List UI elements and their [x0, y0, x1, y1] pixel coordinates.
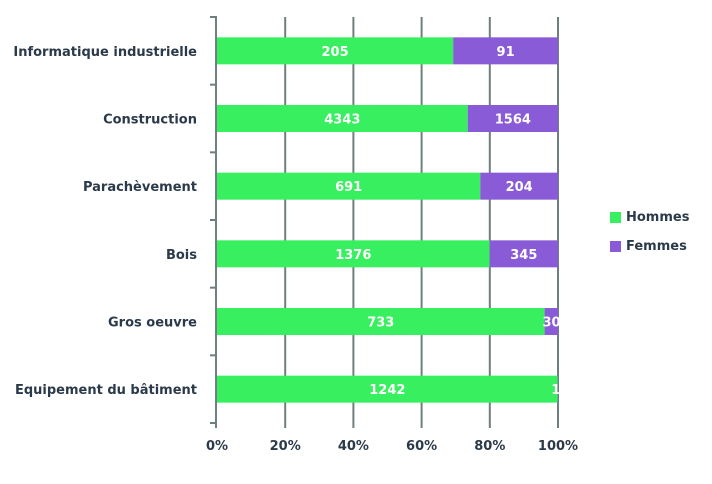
data-label-hommes: 1242 [369, 383, 405, 398]
data-label-femmes: 345 [510, 248, 537, 263]
legend: Hommes Femmes [610, 208, 689, 266]
bar-hommes-bois [217, 240, 490, 268]
legend-label-hommes: Hommes [626, 209, 690, 225]
x-tick-label: 100% [538, 439, 578, 454]
data-label-hommes: 4343 [324, 113, 360, 128]
data-label-femmes: 1 [551, 383, 560, 398]
category-label-gros-oeuvre: Gros oeuvre [108, 316, 197, 331]
gridlines [284, 17, 559, 428]
category-label-parachevement: Parachèvement [83, 180, 197, 195]
category-labels: Informatique industrielle Construction Par… [13, 45, 197, 398]
legend-swatch-femmes [610, 240, 621, 252]
bar-hommes-gros-oeuvre [217, 308, 545, 335]
bar-femmes-construction [467, 105, 558, 132]
bar-hommes-construction [217, 105, 468, 132]
category-label-construction: Construction [103, 113, 197, 128]
data-label-hommes: 733 [367, 316, 394, 331]
category-label-informatique-industrielle: Informatique industrielle [13, 45, 197, 60]
bars: 205 91 4343 1564 691 204 1376 345 733 30 1242 1 [217, 37, 561, 403]
data-label-hommes: 691 [335, 180, 362, 195]
legend-item-femmes: Femmes [610, 237, 689, 255]
bar-femmes-equipement-du-batiment [557, 375, 559, 403]
bar-hommes-informatique-industrielle [217, 37, 454, 65]
bar-femmes-informatique-industrielle [453, 37, 558, 65]
data-label-femmes: 1564 [495, 113, 531, 128]
x-tick-label: 40% [338, 439, 369, 454]
axes [210, 16, 217, 428]
bar-femmes-gros-oeuvre [544, 308, 558, 335]
data-label-femmes: 91 [497, 45, 515, 60]
category-label-bois: Bois [166, 248, 197, 263]
legend-item-hommes: Hommes [610, 208, 689, 226]
bar-hommes-equipement-du-batiment [217, 375, 558, 403]
data-label-femmes: 204 [506, 180, 533, 195]
x-tick-labels: 0% 20% 40% 60% 80% 100% [206, 439, 578, 454]
data-label-hommes: 205 [322, 45, 349, 60]
data-label-hommes: 1376 [335, 248, 371, 263]
bar-hommes-parachevement [217, 172, 481, 200]
legend-swatch-hommes [610, 211, 621, 223]
bar-femmes-parachevement [480, 172, 558, 200]
legend-label-femmes: Femmes [626, 238, 687, 254]
x-tick-label: 20% [270, 439, 301, 454]
x-tick-label: 60% [406, 439, 437, 454]
category-label-equipement-du-batiment: Equipement du bâtiment [15, 383, 197, 398]
bar-femmes-bois [489, 240, 558, 268]
x-tick-label: 0% [206, 439, 228, 454]
data-label-femmes: 30 [542, 316, 560, 331]
x-tick-label: 80% [474, 439, 505, 454]
